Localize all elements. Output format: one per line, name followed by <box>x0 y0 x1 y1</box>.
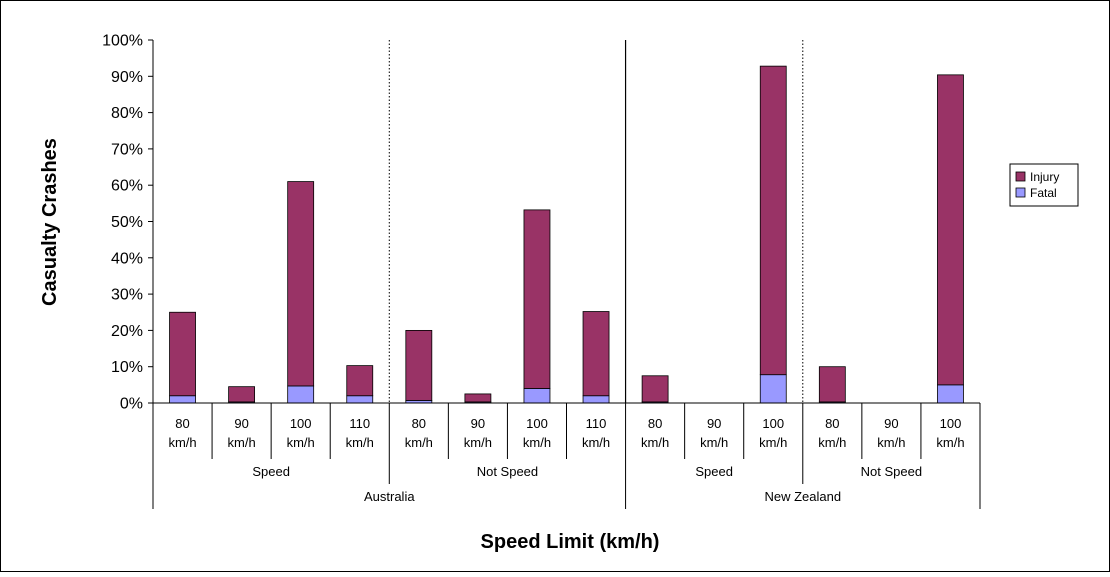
bar-injury <box>464 393 492 403</box>
bar-fatal <box>582 395 610 404</box>
y-tick-label: 0% <box>120 396 143 413</box>
x-tick-label-unit: km/h <box>168 435 196 450</box>
y-tick-label: 100% <box>102 33 143 50</box>
y-tick-label: 70% <box>111 141 143 158</box>
x-tick-label: 100 <box>940 416 962 431</box>
x-tick-label: 100 <box>762 416 784 431</box>
x-tick-label-unit: km/h <box>405 435 433 450</box>
bar-fatal <box>169 395 196 404</box>
x-tick-label: 110 <box>349 416 370 431</box>
x-tick-label-unit: km/h <box>700 435 728 450</box>
plot-area: 0% 10% 20% 30% 40% 50% 60% 70% 80% 90% 100% 80 km/h 9… <box>102 33 981 509</box>
bar-injury <box>759 65 787 376</box>
x-country-label: Australia <box>364 489 415 504</box>
bar-injury <box>346 365 374 397</box>
bar-injury <box>641 375 669 403</box>
bar-fatal <box>937 384 964 404</box>
bar-injury <box>818 366 846 403</box>
legend-swatch-injury <box>1015 171 1026 182</box>
bar-injury <box>937 74 964 386</box>
bar-injury <box>405 329 433 401</box>
legend-label-fatal: Fatal <box>1030 186 1057 200</box>
x-tick-label-unit: km/h <box>464 435 492 450</box>
bar-injury <box>582 311 610 397</box>
x-tick-label-unit: km/h <box>759 435 787 450</box>
x-tick-label: 90 <box>884 416 898 431</box>
x-group-label: Not Speed <box>861 464 922 479</box>
y-tick-label: 10% <box>111 359 143 376</box>
x-tick-label-unit: km/h <box>936 435 964 450</box>
x-tick-label-unit: km/h <box>287 435 315 450</box>
x-tick-label-unit: km/h <box>582 435 610 450</box>
y-tick-label: 30% <box>111 287 143 304</box>
x-tick-label: 110 <box>586 416 607 431</box>
x-tick-label-unit: km/h <box>818 435 846 450</box>
x-tick-label: 80 <box>825 416 839 431</box>
bar-fatal <box>759 374 787 404</box>
x-tick-label-unit: km/h <box>228 435 256 450</box>
y-tick-label: 80% <box>111 105 143 122</box>
x-axis-title: Speed Limit (km/h) <box>481 531 660 553</box>
bar-injury <box>523 209 551 389</box>
bar-injury <box>169 311 196 397</box>
bar-injury <box>287 181 315 387</box>
x-tick-label: 90 <box>707 416 721 431</box>
x-tick-label: 90 <box>234 416 248 431</box>
bar-fatal <box>346 395 374 404</box>
y-tick-label: 60% <box>111 178 143 195</box>
bar-fatal <box>523 388 551 404</box>
y-tick-label: 90% <box>111 69 143 86</box>
x-tick-label: 80 <box>648 416 662 431</box>
y-axis-title: Casualty Crashes <box>39 138 61 306</box>
y-tick-label: 50% <box>111 214 143 231</box>
x-tick-label: 80 <box>175 416 189 431</box>
x-tick-label-unit: km/h <box>877 435 905 450</box>
bar-fatal <box>287 385 315 404</box>
legend: Injury Fatal <box>1009 163 1079 207</box>
x-tick-label: 100 <box>526 416 548 431</box>
x-tick-label: 100 <box>290 416 312 431</box>
x-group-label: Speed <box>695 464 733 479</box>
x-tick-label: 90 <box>471 416 485 431</box>
legend-swatch-fatal <box>1015 187 1026 198</box>
x-tick-label-unit: km/h <box>523 435 551 450</box>
x-tick-label: 80 <box>412 416 426 431</box>
x-tick-label-unit: km/h <box>346 435 374 450</box>
x-tick-label-unit: km/h <box>641 435 669 450</box>
legend-box <box>1009 163 1079 207</box>
x-group-label: Not Speed <box>477 464 538 479</box>
y-tick-label: 40% <box>111 250 143 267</box>
x-country-label: New Zealand <box>764 489 841 504</box>
bar-injury <box>228 386 256 403</box>
legend-label-injury: Injury <box>1030 170 1059 184</box>
y-tick-label: 20% <box>111 323 143 340</box>
x-group-label: Speed <box>252 464 290 479</box>
